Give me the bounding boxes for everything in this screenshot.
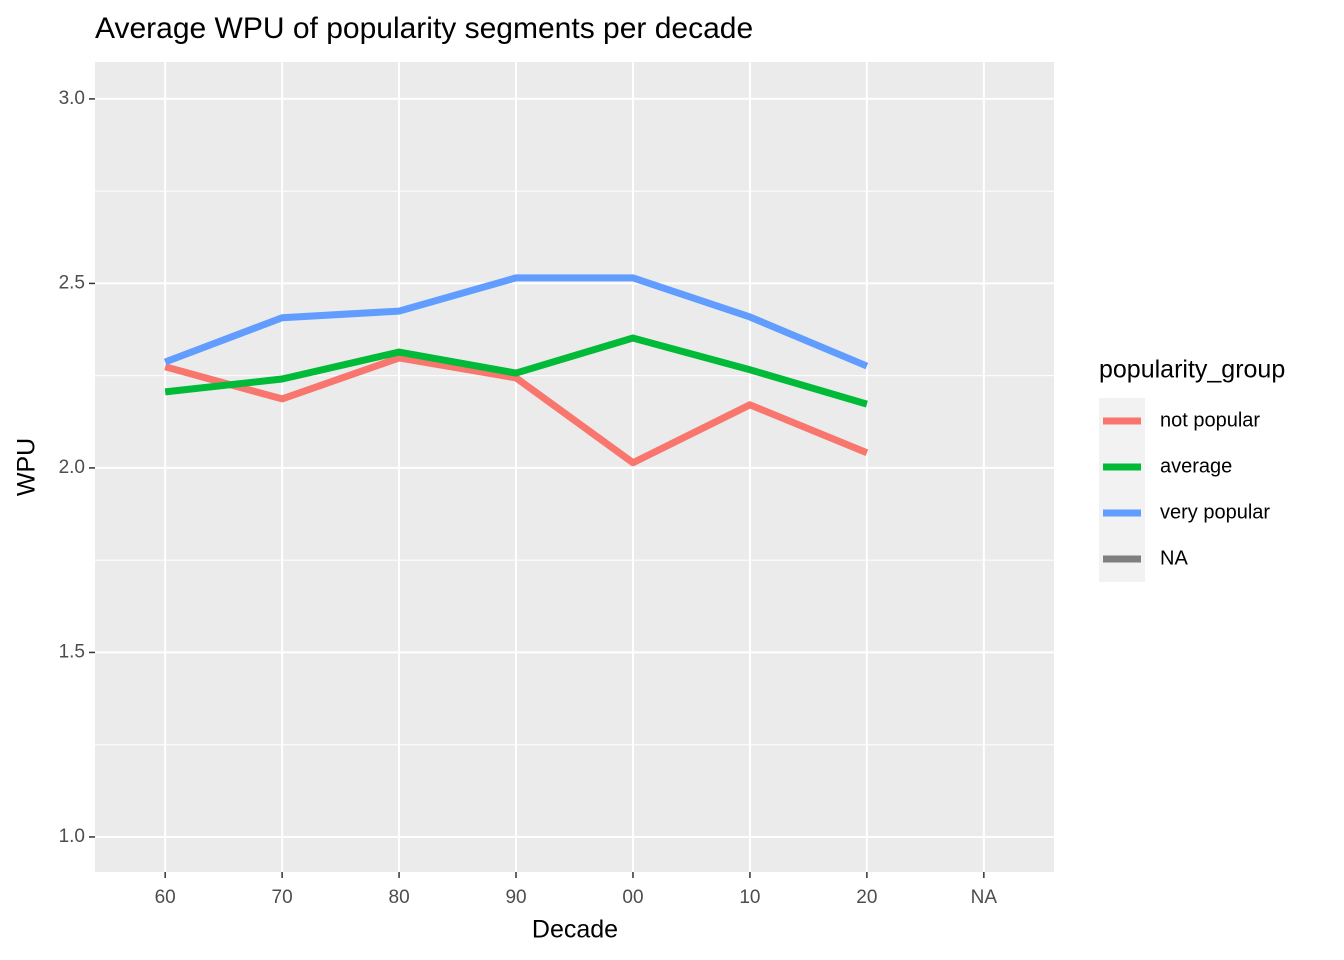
series-line bbox=[164, 354, 869, 467]
legend-label: very popular bbox=[1160, 501, 1270, 523]
legend-key-background bbox=[1099, 398, 1145, 582]
chart-title: Average WPU of popularity segments per d… bbox=[95, 12, 753, 45]
y-axis-label: WPU bbox=[13, 438, 41, 496]
legend-title: popularity_group bbox=[1099, 356, 1285, 384]
series-line bbox=[163, 274, 869, 370]
legend-label: not popular bbox=[1160, 409, 1260, 431]
x-axis-label: Decade bbox=[532, 916, 618, 944]
y-tick-label: 2.0 bbox=[59, 457, 85, 478]
x-tick-label: 00 bbox=[622, 887, 643, 908]
x-tick-label: 10 bbox=[739, 887, 760, 908]
x-tick-label: 60 bbox=[155, 887, 176, 908]
x-tick-label: NA bbox=[971, 887, 998, 908]
y-tick-label: 3.0 bbox=[59, 88, 85, 109]
x-tick-label: 90 bbox=[505, 887, 526, 908]
x-tick-label: 20 bbox=[856, 887, 877, 908]
legend-label: NA bbox=[1160, 547, 1188, 569]
x-tick-label: 70 bbox=[272, 887, 293, 908]
y-tick-label: 2.5 bbox=[59, 272, 85, 293]
y-tick-label: 1.0 bbox=[59, 826, 85, 847]
legend-label: average bbox=[1160, 455, 1232, 477]
y-tick-label: 1.5 bbox=[59, 641, 85, 662]
series-line bbox=[164, 334, 868, 408]
x-tick-label: 80 bbox=[389, 887, 410, 908]
